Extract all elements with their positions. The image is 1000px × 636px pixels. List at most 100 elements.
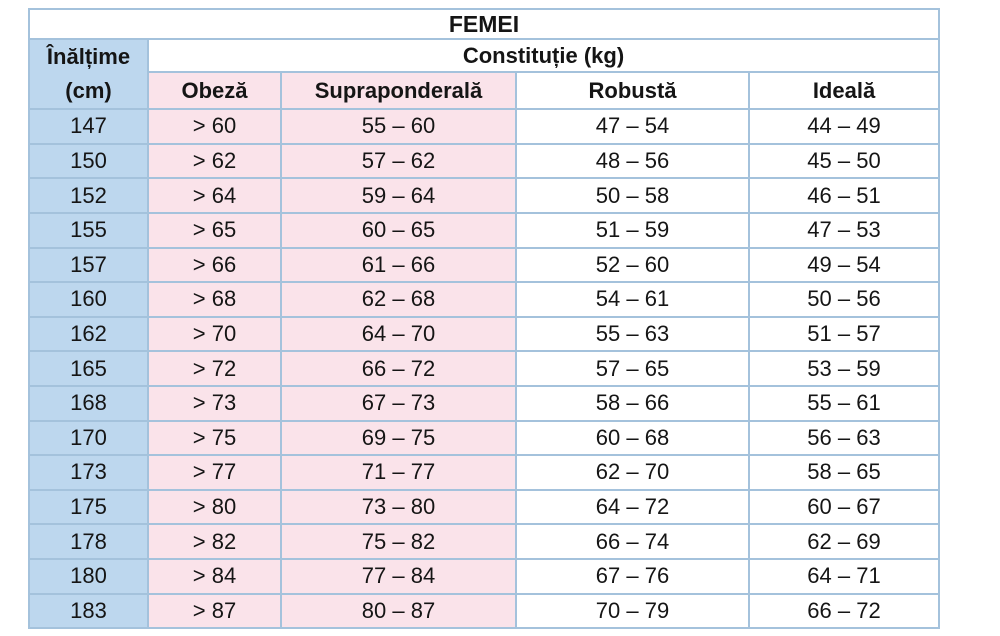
height-header-line2: (cm)	[65, 78, 112, 104]
cell-ideala: 44 – 49	[747, 108, 941, 145]
table-row: 173 > 77 71 – 77 62 – 70 58 – 65	[28, 454, 941, 491]
table-row: 178 > 82 75 – 82 66 – 74 62 – 69	[28, 523, 941, 560]
cell-height: 180	[28, 557, 149, 595]
cell-height: 152	[28, 177, 149, 214]
cell-ideala: 47 – 53	[747, 211, 941, 249]
cell-obeza: > 84	[147, 557, 282, 595]
cell-ideala: 64 – 71	[747, 557, 941, 595]
cell-supraponderala: 55 – 60	[280, 108, 517, 145]
cell-height: 155	[28, 211, 149, 249]
cell-supraponderala: 61 – 66	[280, 246, 517, 284]
cell-ideala: 56 – 63	[747, 419, 941, 457]
cell-robusta: 64 – 72	[515, 488, 750, 526]
cell-supraponderala: 80 – 87	[280, 592, 517, 630]
cell-obeza: > 82	[147, 523, 282, 560]
cell-robusta: 50 – 58	[515, 177, 750, 214]
cell-supraponderala: 62 – 68	[280, 281, 517, 318]
col-header-supraponderala: Supraponderală	[280, 71, 517, 111]
cell-supraponderala: 60 – 65	[280, 211, 517, 249]
table-row: 155 > 65 60 – 65 51 – 59 47 – 53	[28, 211, 941, 249]
cell-supraponderala: 66 – 72	[280, 350, 517, 387]
cell-robusta: 58 – 66	[515, 384, 750, 422]
cell-robusta: 66 – 74	[515, 523, 750, 560]
col-header-robusta: Robustă	[515, 71, 750, 111]
cell-obeza: > 72	[147, 350, 282, 387]
cell-height: 183	[28, 592, 149, 630]
cell-supraponderala: 59 – 64	[280, 177, 517, 214]
subheader-row: Obeză Supraponderală Robustă Ideală	[29, 71, 941, 111]
cell-robusta: 57 – 65	[515, 350, 750, 387]
cell-supraponderala: 64 – 70	[280, 315, 517, 353]
cell-obeza: > 87	[147, 592, 282, 630]
cell-ideala: 66 – 72	[747, 592, 941, 630]
table-row: 150 > 62 57 – 62 48 – 56 45 – 50	[28, 142, 941, 180]
cell-obeza: > 73	[147, 384, 282, 422]
cell-supraponderala: 73 – 80	[280, 488, 517, 526]
cell-obeza: > 75	[147, 419, 282, 457]
cell-supraponderala: 69 – 75	[280, 419, 517, 457]
cell-supraponderala: 67 – 73	[280, 384, 517, 422]
cell-ideala: 58 – 65	[747, 454, 941, 491]
cell-obeza: > 62	[147, 142, 282, 180]
table-row: 165 > 72 66 – 72 57 – 65 53 – 59	[28, 350, 941, 387]
cell-height: 170	[28, 419, 149, 457]
table-title: FEMEI	[27, 8, 941, 40]
cell-robusta: 67 – 76	[515, 557, 750, 595]
height-header-line1: Înălțime	[46, 44, 131, 69]
title-row: FEMEI	[27, 8, 941, 40]
cell-ideala: 62 – 69	[747, 523, 941, 560]
cell-ideala: 53 – 59	[747, 350, 941, 387]
cell-robusta: 51 – 59	[515, 211, 750, 249]
table-row: 162 > 70 64 – 70 55 – 63 51 – 57	[28, 315, 941, 353]
table-row: 170 > 75 69 – 75 60 – 68 56 – 63	[28, 419, 941, 457]
cell-ideala: 55 – 61	[747, 384, 941, 422]
table-row: 175 > 80 73 – 80 64 – 72 60 – 67	[28, 488, 941, 526]
cell-ideala: 49 – 54	[747, 246, 941, 284]
cell-height: 173	[28, 454, 149, 491]
cell-robusta: 54 – 61	[515, 281, 750, 318]
cell-robusta: 70 – 79	[515, 592, 750, 630]
constitution-header: Constituție (kg)	[146, 37, 941, 74]
cell-ideala: 51 – 57	[747, 315, 941, 353]
table-row: 152 > 64 59 – 64 50 – 58 46 – 51	[28, 177, 941, 214]
cell-ideala: 60 – 67	[747, 488, 941, 526]
cell-obeza: > 70	[147, 315, 282, 353]
table-row: 157 > 66 61 – 66 52 – 60 49 – 54	[28, 246, 941, 284]
cell-robusta: 55 – 63	[515, 315, 750, 353]
cell-height: 147	[28, 108, 149, 145]
table-row: 183 > 87 80 – 87 70 – 79 66 – 72	[28, 592, 941, 630]
col-header-obeza: Obeză	[147, 71, 282, 111]
cell-ideala: 50 – 56	[747, 281, 941, 318]
cell-robusta: 48 – 56	[515, 142, 750, 180]
cell-height: 165	[28, 350, 149, 387]
cell-height: 157	[28, 246, 149, 284]
table-row: 168 > 73 67 – 73 58 – 66 55 – 61	[28, 384, 941, 422]
cell-obeza: > 66	[147, 246, 282, 284]
cell-obeza: > 64	[147, 177, 282, 214]
table-body: 147 > 60 55 – 60 47 – 54 44 – 49 150 > 62 57 – …	[28, 108, 941, 630]
cell-height: 150	[28, 142, 149, 180]
cell-ideala: 45 – 50	[747, 142, 941, 180]
cell-height: 168	[28, 384, 149, 422]
group-header-row: Înălțime (cm) Constituție (kg)	[28, 37, 941, 111]
cell-obeza: > 60	[147, 108, 282, 145]
cell-supraponderala: 75 – 82	[280, 523, 517, 560]
cell-supraponderala: 57 – 62	[280, 142, 517, 180]
cell-obeza: > 80	[147, 488, 282, 526]
cell-robusta: 62 – 70	[515, 454, 750, 491]
cell-robusta: 47 – 54	[515, 108, 750, 145]
cell-obeza: > 77	[147, 454, 282, 491]
cell-supraponderala: 77 – 84	[280, 557, 517, 595]
table-row: 147 > 60 55 – 60 47 – 54 44 – 49	[28, 108, 941, 145]
cell-height: 162	[28, 315, 149, 353]
table-row: 160 > 68 62 – 68 54 – 61 50 – 56	[28, 281, 941, 318]
cell-obeza: > 68	[147, 281, 282, 318]
col-header-ideala: Ideală	[747, 71, 941, 111]
table-row: 180 > 84 77 – 84 67 – 76 64 – 71	[28, 557, 941, 595]
cell-robusta: 60 – 68	[515, 419, 750, 457]
cell-robusta: 52 – 60	[515, 246, 750, 284]
height-column-header: Înălțime (cm)	[28, 37, 149, 111]
cell-supraponderala: 71 – 77	[280, 454, 517, 491]
cell-height: 160	[28, 281, 149, 318]
